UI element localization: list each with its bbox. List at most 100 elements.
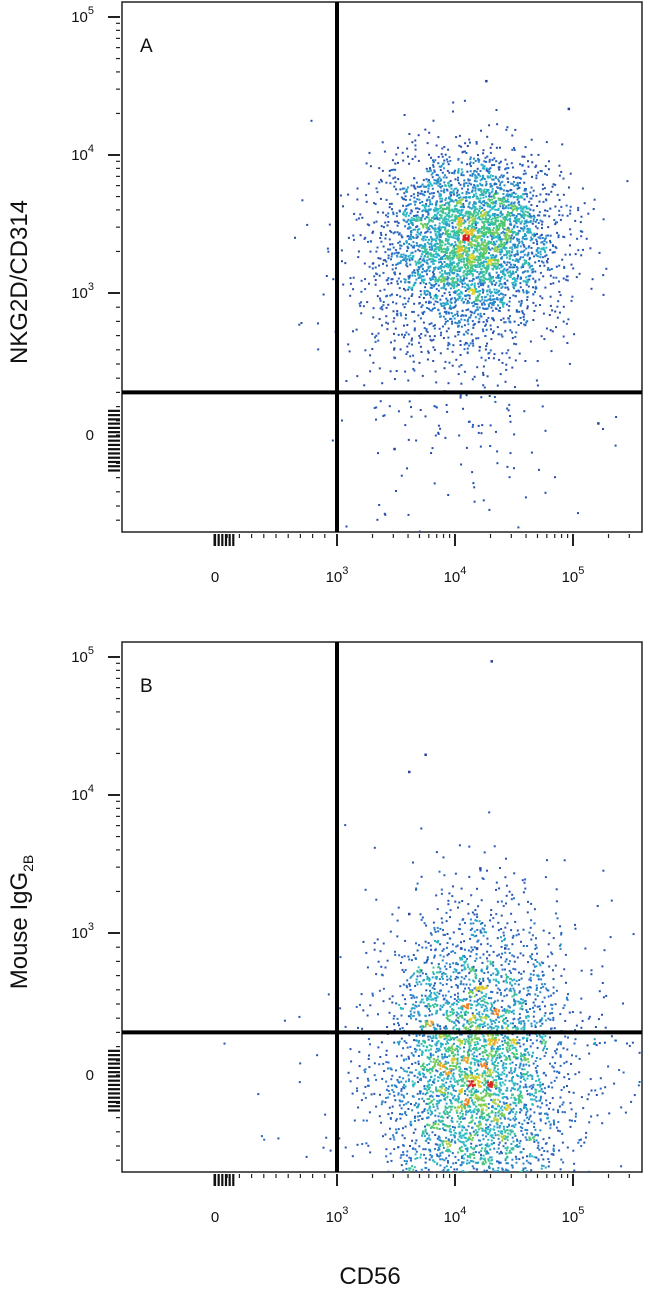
event-dot	[519, 181, 521, 184]
event-dot	[399, 182, 402, 185]
event-dot	[535, 1021, 538, 1024]
event-dot	[526, 1110, 529, 1113]
event-dot	[508, 356, 511, 359]
event-dot	[419, 1235, 421, 1237]
event-dot	[494, 283, 497, 286]
event-dot	[502, 197, 505, 200]
event-dot	[476, 184, 479, 187]
event-dot	[453, 208, 456, 211]
event-dot	[513, 246, 516, 249]
event-dot	[439, 258, 442, 261]
event-dot	[467, 260, 469, 263]
event-dot	[399, 255, 402, 258]
event-dot	[565, 204, 568, 207]
event-dot	[449, 294, 451, 296]
event-dot	[539, 256, 542, 259]
event-dot	[479, 314, 482, 317]
event-dot	[523, 206, 526, 209]
event-dot	[558, 164, 561, 167]
event-dot	[386, 215, 389, 218]
event-dot	[551, 309, 554, 312]
event-dot	[512, 286, 515, 289]
event-dot	[489, 292, 492, 295]
event-dot	[472, 1148, 475, 1151]
event-dot	[356, 198, 359, 201]
event-dot	[454, 219, 457, 222]
event-dot	[464, 234, 467, 237]
event-dot	[409, 198, 412, 201]
event-dot	[453, 266, 455, 269]
event-dot	[509, 238, 512, 241]
event-dot	[445, 249, 448, 252]
event-dot	[560, 205, 563, 208]
event-dot	[496, 123, 499, 126]
event-dot	[501, 298, 504, 301]
event-dot	[488, 170, 491, 173]
event-dot	[438, 1136, 441, 1139]
event-dot	[434, 370, 437, 373]
event-dot	[509, 1118, 512, 1121]
event-dot	[511, 148, 514, 151]
event-dot	[523, 1048, 526, 1051]
event-dot	[424, 231, 427, 234]
event-dot	[534, 290, 536, 293]
event-dot	[557, 300, 560, 303]
event-dot	[450, 283, 453, 286]
event-dot	[519, 196, 522, 199]
event-dot	[433, 335, 436, 338]
event-dot	[475, 309, 478, 312]
event-dot	[482, 365, 485, 368]
event-dot	[428, 253, 431, 256]
event-dot	[454, 1155, 457, 1158]
event-dot	[404, 254, 407, 257]
event-dot	[391, 1089, 394, 1091]
event-dot	[388, 238, 391, 241]
event-dot	[473, 270, 476, 272]
event-dot	[522, 256, 525, 259]
event-dot	[487, 265, 490, 268]
event-dot	[522, 250, 525, 253]
event-dot	[545, 246, 548, 249]
event-dot	[411, 224, 414, 226]
event-dot	[447, 382, 450, 385]
event-dot	[465, 309, 468, 312]
event-dot	[416, 207, 419, 210]
event-dot	[503, 223, 506, 226]
event-dot	[477, 212, 480, 215]
event-dot	[488, 280, 491, 283]
event-dot	[511, 213, 514, 216]
event-dot	[384, 233, 387, 236]
event-dot	[480, 267, 483, 270]
event-dot	[481, 200, 484, 203]
x-tick-label: 105	[562, 565, 585, 586]
event-dot	[471, 425, 474, 428]
event-dot	[399, 348, 402, 351]
event-dot	[541, 183, 544, 186]
event-dot	[432, 215, 435, 218]
event-dot	[477, 160, 480, 163]
event-dot	[552, 1016, 555, 1019]
event-dot	[522, 289, 524, 292]
event-dot	[537, 171, 539, 174]
event-dot	[500, 174, 503, 177]
event-dot	[419, 290, 422, 293]
event-dot	[482, 282, 485, 285]
event-dot	[508, 230, 511, 233]
event-dot	[468, 270, 471, 273]
event-dot	[392, 301, 394, 304]
event-dot	[429, 1052, 432, 1055]
event-dot	[454, 226, 457, 229]
event-dot	[484, 1025, 487, 1027]
event-dot	[457, 264, 460, 267]
event-dot	[400, 280, 402, 283]
event-dot	[444, 323, 447, 326]
event-dot	[579, 230, 582, 233]
event-dot	[496, 249, 499, 251]
event-dot	[466, 300, 469, 302]
event-dot	[438, 258, 440, 261]
event-dot	[545, 141, 548, 144]
event-dot	[460, 232, 463, 235]
event-dot	[466, 270, 469, 273]
event-dot	[396, 1041, 399, 1044]
event-dot	[485, 191, 488, 193]
